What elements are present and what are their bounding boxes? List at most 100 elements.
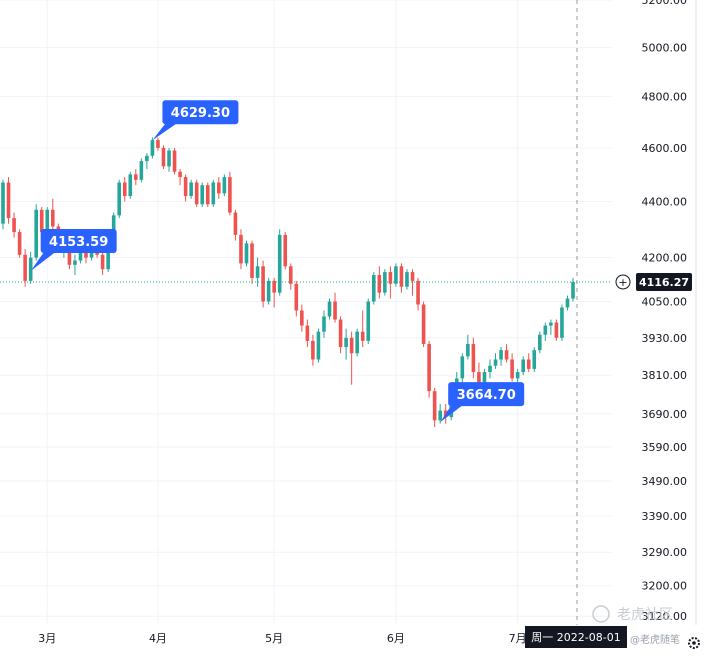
candle — [244, 240, 249, 267]
price-callout[interactable]: 4153.59 — [30, 229, 117, 272]
price-callout[interactable]: 3664.70 — [440, 382, 525, 423]
time-axis[interactable]: 3月 4月 5月 6月 7月 — [38, 632, 526, 645]
add-alert-plus-icon[interactable] — [615, 274, 631, 290]
candle — [51, 198, 55, 230]
candle — [421, 301, 426, 348]
candle — [266, 277, 271, 305]
candle — [122, 177, 127, 202]
candle — [543, 322, 548, 341]
candle-body — [222, 177, 227, 194]
candle-body — [515, 372, 520, 379]
candle-body — [189, 182, 193, 197]
price-tick-label: 3810.00 — [642, 369, 688, 382]
candle-body — [300, 310, 304, 326]
price-axis[interactable]: 5200.00 5000.00 4800.00 4600.00 4400.00 4200.… — [642, 0, 688, 623]
callout-label: 3664.70 — [457, 388, 516, 403]
price-tick-label: 4400.00 — [642, 196, 688, 209]
candle — [565, 295, 570, 311]
candle-body — [172, 150, 177, 172]
candle — [460, 353, 465, 385]
watermark-author: @老虎随笔 — [630, 633, 680, 646]
candle — [466, 334, 470, 360]
candle — [217, 177, 221, 199]
candle — [549, 319, 553, 335]
candle-body — [349, 337, 354, 354]
candle — [504, 343, 509, 363]
candle-body — [117, 182, 122, 216]
candle — [305, 319, 310, 348]
candle — [255, 257, 260, 287]
candle — [222, 174, 227, 197]
candle-body — [294, 283, 299, 311]
watermark-brand: 老虎社区 — [617, 607, 673, 623]
callout-box — [448, 382, 525, 407]
price-tick-label: 3120.00 — [642, 610, 688, 623]
candle — [360, 310, 365, 348]
candle-body — [277, 234, 282, 293]
candle-body — [366, 301, 371, 341]
candle — [205, 182, 210, 208]
candle-body — [244, 243, 249, 264]
candle — [161, 145, 166, 170]
candle-body — [194, 182, 199, 205]
price-callout[interactable]: 4629.30 — [152, 100, 239, 141]
candle-body — [549, 322, 553, 326]
price-tick-label: 5200.00 — [642, 0, 688, 7]
candle-body — [322, 316, 326, 332]
price-tick-label: 3200.00 — [642, 580, 688, 593]
price-tick-label: 3690.00 — [642, 408, 688, 421]
candle-body — [488, 365, 492, 373]
candle — [178, 169, 182, 186]
candle — [510, 353, 514, 382]
candle-body — [261, 266, 265, 302]
candle-body — [471, 343, 476, 373]
candle-body — [405, 272, 409, 287]
candle — [150, 137, 155, 159]
candle-body — [460, 356, 465, 379]
candle — [189, 179, 193, 199]
candle — [560, 304, 564, 341]
candle-body — [205, 185, 210, 205]
candle — [239, 229, 243, 270]
candle — [377, 266, 382, 299]
candle — [366, 298, 371, 344]
candle-body — [571, 281, 575, 299]
settings-gear-icon[interactable] — [688, 637, 700, 649]
candle-body — [178, 171, 182, 178]
candle — [272, 277, 276, 308]
candle — [134, 169, 138, 186]
candle-body — [145, 155, 149, 162]
candle-body — [466, 343, 470, 357]
candle — [394, 263, 398, 287]
candle — [1, 179, 5, 230]
price-tick-label: 5000.00 — [642, 41, 688, 54]
candle — [493, 353, 498, 369]
candle-body — [537, 334, 542, 351]
candle — [172, 147, 177, 175]
candle-body — [432, 391, 437, 421]
candle-body — [122, 182, 127, 197]
candle — [427, 340, 431, 398]
candle-body — [360, 331, 365, 341]
candle — [117, 179, 122, 219]
candle-body — [139, 161, 144, 180]
current-price-label[interactable]: + 4116.27 — [615, 272, 692, 291]
candle-body — [233, 212, 238, 235]
candle-body — [554, 322, 559, 338]
candle-body — [28, 257, 33, 281]
crosshair-date-label: 周一 2022-08-01 — [525, 626, 627, 648]
crosshair-date-box — [525, 626, 627, 648]
candle-body — [12, 218, 16, 233]
candle-body — [316, 331, 321, 360]
candle-body — [532, 350, 537, 369]
candle — [405, 269, 409, 290]
candle — [438, 404, 442, 424]
price-tick-label: 4800.00 — [642, 91, 688, 104]
candle — [355, 328, 359, 357]
current-price-box — [636, 272, 692, 291]
time-tick-label: 6月 — [387, 632, 405, 645]
candle-body — [377, 275, 382, 293]
candle — [294, 280, 299, 317]
